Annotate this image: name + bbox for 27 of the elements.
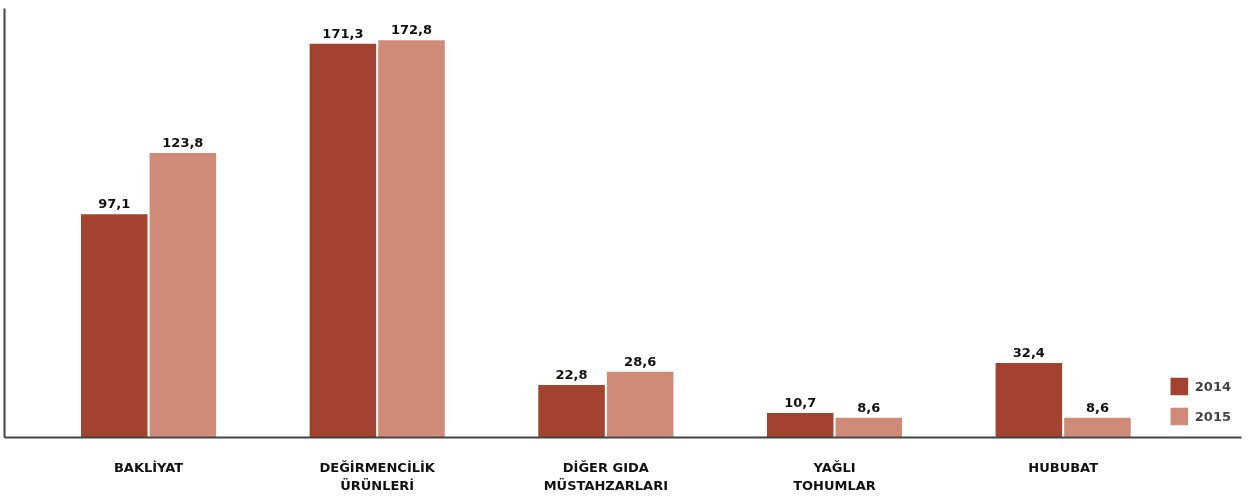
x-tick-label: DİĞER GIDA MÜSTAHZARLARI bbox=[543, 459, 669, 493]
data-label: 32,4 bbox=[1012, 345, 1045, 361]
x-tick-label: DEĞİRMENCİLİK ÜRÜNLERİ bbox=[319, 459, 436, 493]
bar bbox=[1064, 417, 1131, 438]
bar bbox=[606, 371, 674, 438]
legend-label: 2014 bbox=[1194, 378, 1231, 394]
bar bbox=[995, 363, 1063, 438]
x-tick-label: YAĞLI TOHUMLAR bbox=[793, 459, 876, 493]
bar bbox=[149, 152, 217, 438]
x-tick-label: BAKLİYAT bbox=[113, 459, 184, 475]
data-label: 10,7 bbox=[784, 394, 817, 410]
data-label: 22,8 bbox=[555, 367, 588, 383]
data-label: 8,6 bbox=[1085, 399, 1109, 415]
data-label: 172,8 bbox=[390, 22, 433, 38]
bar bbox=[378, 40, 445, 438]
x-tick-label: HUBUBAT bbox=[1028, 459, 1099, 475]
data-label: 97,1 bbox=[98, 196, 131, 212]
data-label: 28,6 bbox=[624, 353, 657, 369]
bar bbox=[835, 417, 903, 438]
data-label: 171,3 bbox=[322, 25, 364, 41]
bar bbox=[309, 43, 377, 438]
data-label: 8,6 bbox=[857, 399, 881, 415]
data-label: 123,8 bbox=[162, 134, 204, 150]
legend-label: 2015 bbox=[1194, 408, 1231, 424]
bar bbox=[766, 412, 834, 438]
bar bbox=[80, 214, 148, 438]
bar bbox=[538, 385, 605, 438]
